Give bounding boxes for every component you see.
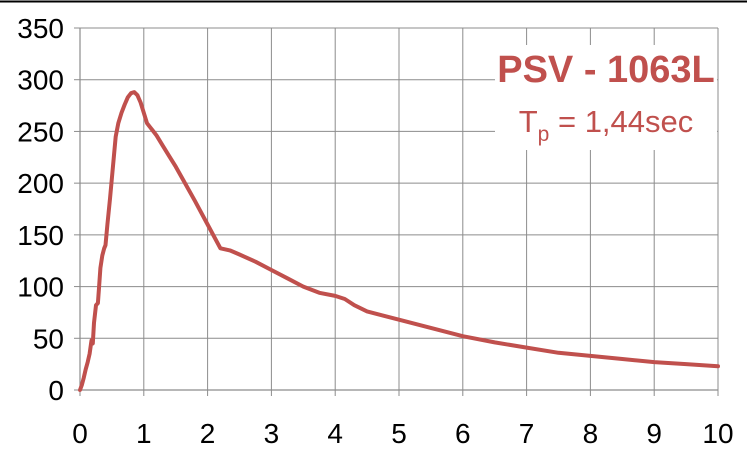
y-tick-label: 200: [17, 168, 64, 199]
x-tick-label: 2: [200, 418, 216, 449]
annotation-box: PSV - 1063L Tp = 1,44sec: [495, 45, 717, 150]
x-tick-label: 5: [391, 418, 407, 449]
annotation-background: [495, 45, 717, 150]
x-tick-label: 10: [702, 418, 733, 449]
y-tick-label: 250: [17, 116, 64, 147]
x-tick-label: 4: [327, 418, 343, 449]
series-line: [78, 90, 720, 392]
y-tick-label: 350: [17, 13, 64, 44]
y-tick-label: 50: [33, 323, 64, 354]
y-tick-label: 300: [17, 65, 64, 96]
x-tick-label: 7: [519, 418, 535, 449]
data-series: [78, 90, 720, 392]
annotation-title: PSV - 1063L: [497, 49, 715, 91]
x-tick-label: 3: [264, 418, 280, 449]
period-value: = 1,44sec: [549, 104, 693, 139]
y-tick-label: 100: [17, 272, 64, 303]
period-subscript: p: [538, 123, 550, 146]
x-tick-label: 8: [583, 418, 599, 449]
annotation-period: Tp = 1,44sec: [519, 104, 694, 146]
y-tick-label: 0: [48, 375, 64, 406]
y-tick-label: 150: [17, 220, 64, 251]
period-symbol: T: [519, 104, 538, 139]
x-tick-label: 1: [136, 418, 152, 449]
x-tick-label: 9: [646, 418, 662, 449]
x-tick-label: 0: [72, 418, 88, 449]
x-tick-label: 6: [455, 418, 471, 449]
